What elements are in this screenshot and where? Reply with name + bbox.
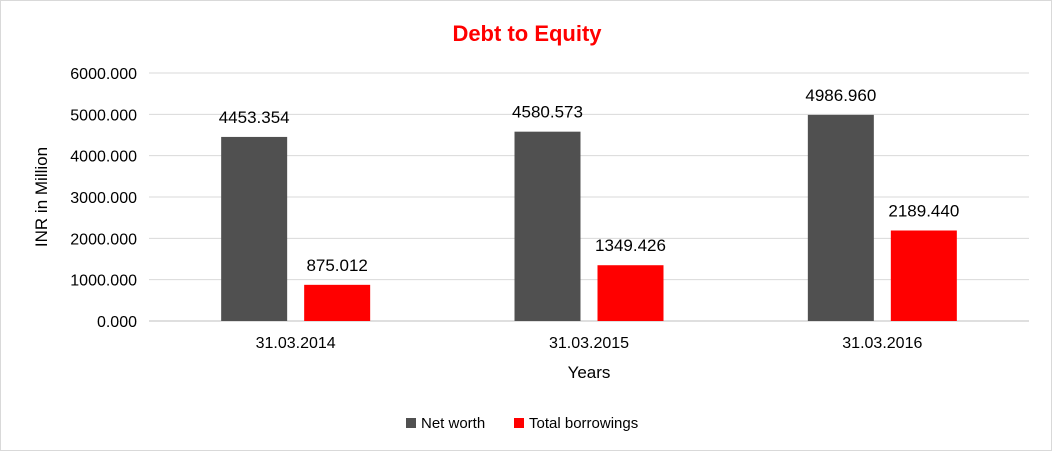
- legend-label: Net worth: [421, 415, 485, 432]
- y-tick-label: 4000.000: [70, 149, 137, 166]
- bar-total-borrowings: [890, 230, 957, 321]
- legend: Net worth Total borrowings: [406, 415, 638, 432]
- y-axis-title: INR in Million: [32, 147, 51, 247]
- data-label: 875.012: [306, 256, 367, 275]
- y-tick-label: 3000.000: [70, 190, 137, 207]
- x-axis-ticks: 31.03.2014 31.03.2015 31.03.2016: [256, 335, 923, 352]
- y-tick-label: 6000.000: [70, 66, 137, 83]
- y-tick-label: 0.000: [97, 314, 137, 331]
- y-tick-label: 2000.000: [70, 231, 137, 248]
- data-label: 4580.573: [512, 103, 583, 122]
- data-label: 2189.440: [888, 202, 959, 221]
- bar-net-worth: [221, 136, 288, 321]
- x-tick-label: 31.03.2016: [842, 335, 922, 352]
- bar-net-worth: [807, 114, 874, 322]
- y-tick-label: 5000.000: [70, 107, 137, 124]
- legend-swatch: [514, 418, 524, 428]
- bar-net-worth: [514, 131, 581, 321]
- data-label: 1349.426: [595, 236, 666, 255]
- legend-swatch: [406, 418, 416, 428]
- legend-label: Total borrowings: [529, 415, 638, 432]
- x-tick-label: 31.03.2014: [256, 335, 336, 352]
- x-axis-title: Years: [568, 363, 611, 382]
- y-tick-label: 1000.000: [70, 273, 137, 290]
- bars: 4453.354 875.012 4580.573 1349.426 4986.960 2…: [219, 86, 959, 322]
- data-label: 4986.960: [805, 86, 876, 105]
- gridlines: [149, 72, 1029, 322]
- chart-title: Debt to Equity: [452, 21, 602, 46]
- data-label: 4453.354: [219, 108, 290, 127]
- bar-total-borrowings: [304, 284, 371, 321]
- bar-total-borrowings: [597, 265, 664, 321]
- y-axis-ticks: 0.000 1000.000 2000.000 3000.000 4000.000 500…: [70, 66, 137, 331]
- x-tick-label: 31.03.2015: [549, 335, 629, 352]
